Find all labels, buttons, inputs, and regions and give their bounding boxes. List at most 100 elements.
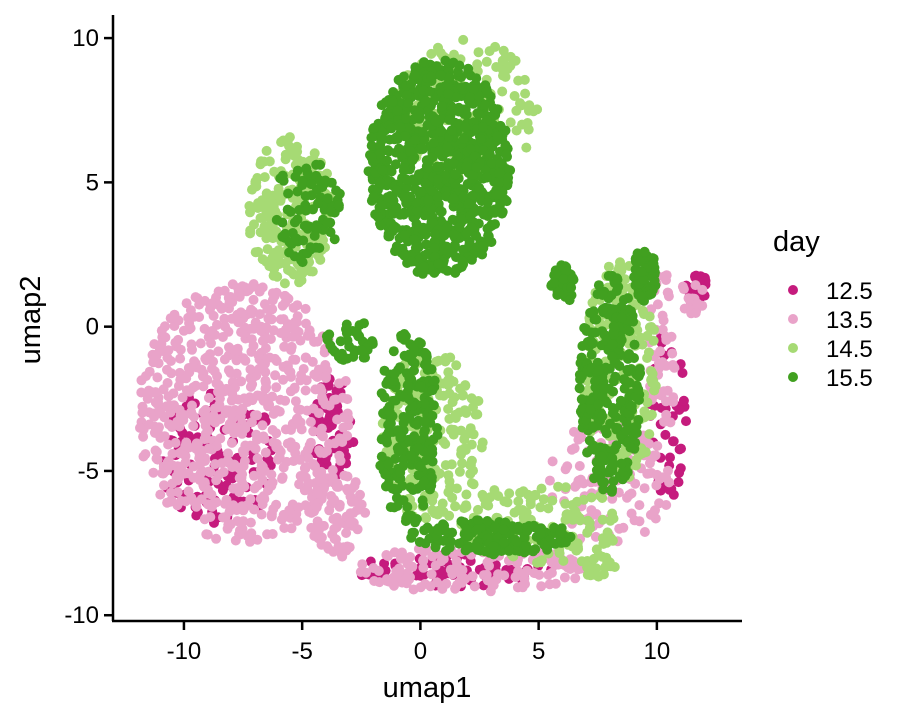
data-point [530,489,541,500]
data-point [634,500,645,511]
data-point [313,364,324,375]
data-point [285,386,296,397]
data-point [357,345,368,356]
data-point [219,354,230,365]
data-point [440,439,451,449]
data-point [265,334,276,344]
data-point [634,516,645,527]
data-point [409,70,420,81]
data-point [338,412,349,423]
data-point [377,165,388,176]
data-point [409,431,420,442]
data-point [352,328,363,339]
data-point [271,428,282,439]
data-point [454,60,465,71]
data-point [597,477,608,488]
data-point [626,401,637,412]
data-point [564,295,575,306]
data-point [331,522,342,533]
data-point [560,464,571,475]
data-point [295,471,306,481]
data-point [532,104,543,115]
data-point [457,458,468,469]
data-point [255,213,266,223]
data-point [536,483,547,494]
data-point [269,166,280,177]
data-point [426,569,437,580]
data-point [292,146,303,157]
data-point [318,448,329,459]
data-point [427,385,438,396]
data-point [616,335,627,345]
data-point [376,131,387,142]
data-point [290,171,301,182]
data-point [137,407,148,418]
data-point [482,516,493,526]
data-point [661,409,672,420]
data-point [421,239,432,250]
y-tick-label: 10 [72,25,99,52]
data-point [231,314,241,325]
data-point [622,492,632,503]
data-point [366,152,377,163]
data-point [652,469,663,480]
data-point [585,335,596,346]
data-point [399,230,410,240]
data-point [471,73,482,84]
data-point [681,416,691,427]
data-point [384,407,395,418]
data-point [406,532,417,543]
x-tick-label: -10 [167,638,202,665]
data-point [230,382,240,393]
data-point [252,534,263,545]
data-point [389,483,400,494]
data-point [409,234,420,245]
data-point [467,571,478,582]
data-point [279,523,290,533]
data-point [284,505,295,516]
data-point [301,352,312,363]
data-point [194,453,205,464]
data-point [257,362,268,373]
data-point [348,495,359,506]
data-point [391,185,402,196]
data-point [294,479,305,490]
data-point [284,247,295,258]
data-point [444,114,455,125]
data-point [631,427,642,438]
data-point [558,555,569,566]
data-point [334,450,345,461]
data-point [607,339,618,350]
data-point [413,443,424,453]
data-point [382,437,392,448]
data-point [135,422,145,433]
data-point [233,423,244,434]
data-point [245,381,256,392]
data-point [515,98,525,109]
data-point [582,527,593,538]
data-point [316,532,327,543]
data-point [267,295,278,306]
x-tick-label: 5 [532,638,545,665]
data-point [486,158,497,169]
data-point [446,125,457,136]
data-point [219,285,230,296]
data-point [578,478,589,489]
data-point [473,515,484,526]
data-point [536,555,547,566]
data-point [199,323,210,334]
data-point [500,140,511,150]
data-point [400,414,411,425]
data-point [481,172,492,183]
data-point [429,229,440,239]
data-point [422,163,433,174]
data-point [609,562,620,572]
data-point [477,249,488,260]
data-point [246,334,257,345]
data-point [152,423,163,434]
data-point [267,233,278,244]
data-point [391,132,402,143]
data-point [588,421,598,432]
data-point [597,514,608,525]
data-point [177,392,188,403]
